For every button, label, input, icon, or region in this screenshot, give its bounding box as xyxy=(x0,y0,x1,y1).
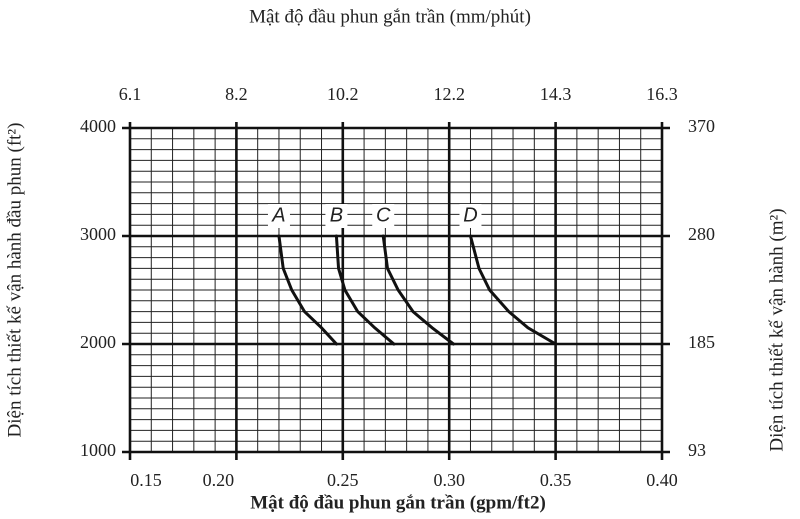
y-tick-label: 3000 xyxy=(80,224,116,244)
y-tick-label: 2000 xyxy=(80,332,116,352)
y2-axis-title: Diện tích thiết kế vận hành (m²) xyxy=(766,208,787,451)
curve xyxy=(381,234,455,346)
y2-tick-label: 370 xyxy=(688,116,715,136)
x-tick-label: 0.40 xyxy=(646,470,678,490)
x2-tick-label: 10.2 xyxy=(327,84,359,104)
top-axis-title: Mật độ đầu phun gắn trần (mm/phút) xyxy=(249,6,531,27)
curve-label: C xyxy=(376,204,391,226)
x-tick-label: 0.15 xyxy=(130,470,162,490)
curve-label-bg xyxy=(267,204,290,228)
x-tick-label: 0.35 xyxy=(540,470,572,490)
y2-tick-label: 93 xyxy=(688,440,706,460)
curve-label-bg xyxy=(325,204,348,228)
x2-tick-label: 14.3 xyxy=(540,84,572,104)
curve-label: A xyxy=(271,204,285,226)
x2-tick-label: 6.1 xyxy=(119,84,142,104)
y-tick-label: 4000 xyxy=(80,116,116,136)
curve-label: B xyxy=(330,204,343,226)
curve-label-bg xyxy=(372,204,395,228)
x2-tick-label: 8.2 xyxy=(225,84,248,104)
x2-tick-label: 16.3 xyxy=(646,84,678,104)
curve-label-bg xyxy=(459,204,482,228)
curve xyxy=(334,234,396,346)
x-tick-label: 0.20 xyxy=(203,470,235,490)
x-tick-label: 0.30 xyxy=(433,470,465,490)
x-tick-label: 0.25 xyxy=(327,470,359,490)
y2-tick-label: 280 xyxy=(688,224,715,244)
y-axis-title: Diện tích thiết kế vận hành đầu phun (ft… xyxy=(4,123,25,438)
x2-tick-label: 12.2 xyxy=(433,84,465,104)
x-axis-title: Mật độ đầu phun gắn trần (gpm/ft2) xyxy=(250,492,546,513)
curve xyxy=(277,234,338,346)
curve xyxy=(468,234,558,346)
curve-label: D xyxy=(463,204,477,226)
y2-tick-label: 185 xyxy=(688,332,715,352)
y-tick-label: 1000 xyxy=(80,440,116,460)
